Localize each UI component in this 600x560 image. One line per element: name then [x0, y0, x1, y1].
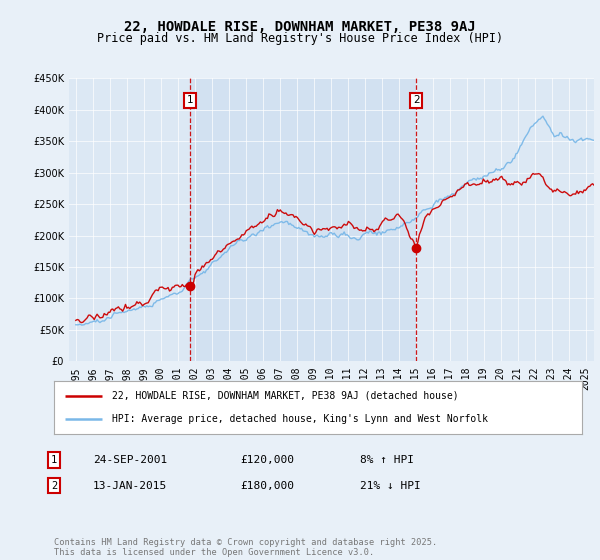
Text: Contains HM Land Registry data © Crown copyright and database right 2025.
This d: Contains HM Land Registry data © Crown c…: [54, 538, 437, 557]
Text: 22, HOWDALE RISE, DOWNHAM MARKET, PE38 9AJ (detached house): 22, HOWDALE RISE, DOWNHAM MARKET, PE38 9…: [112, 391, 459, 401]
Text: 1: 1: [51, 455, 57, 465]
Text: £120,000: £120,000: [240, 455, 294, 465]
Text: 22, HOWDALE RISE, DOWNHAM MARKET, PE38 9AJ: 22, HOWDALE RISE, DOWNHAM MARKET, PE38 9…: [124, 20, 476, 34]
Bar: [190, 78, 416, 361]
Text: Price paid vs. HM Land Registry's House Price Index (HPI): Price paid vs. HM Land Registry's House …: [97, 32, 503, 45]
Text: 2: 2: [413, 95, 419, 105]
Text: £180,000: £180,000: [240, 480, 294, 491]
Text: 8% ↑ HPI: 8% ↑ HPI: [360, 455, 414, 465]
Text: 21% ↓ HPI: 21% ↓ HPI: [360, 480, 421, 491]
Text: 13-JAN-2015: 13-JAN-2015: [93, 480, 167, 491]
Text: 1: 1: [187, 95, 193, 105]
Text: HPI: Average price, detached house, King's Lynn and West Norfolk: HPI: Average price, detached house, King…: [112, 414, 488, 424]
Text: 24-SEP-2001: 24-SEP-2001: [93, 455, 167, 465]
Text: 2: 2: [51, 480, 57, 491]
